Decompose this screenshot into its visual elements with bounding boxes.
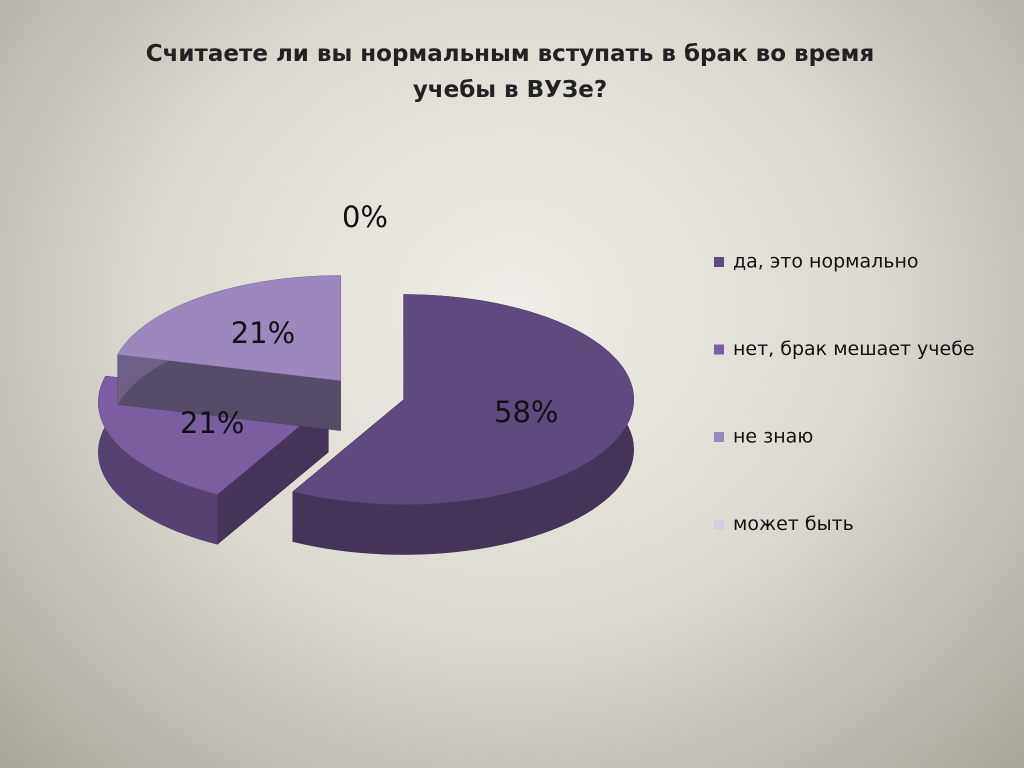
legend-label: нет, брак мешает учебе xyxy=(733,338,975,360)
legend-label: да, это нормально xyxy=(733,251,919,273)
legend-swatch xyxy=(714,344,724,355)
slice xyxy=(117,275,341,381)
legend-swatch xyxy=(714,257,724,267)
data-label: 0% xyxy=(342,200,388,234)
data-label: 21% xyxy=(180,406,244,440)
slice xyxy=(292,294,634,555)
legend-label: может быть xyxy=(733,513,854,535)
data-label: 21% xyxy=(231,316,295,350)
legend-swatch xyxy=(714,432,724,442)
legend-label: не знаю xyxy=(733,426,813,448)
legend-swatch xyxy=(714,519,724,530)
slice xyxy=(292,294,634,505)
slice xyxy=(117,275,341,431)
data-label: 58% xyxy=(494,395,558,429)
chart-title: Считаете ли вы нормальным вступать в бра… xyxy=(145,41,875,103)
